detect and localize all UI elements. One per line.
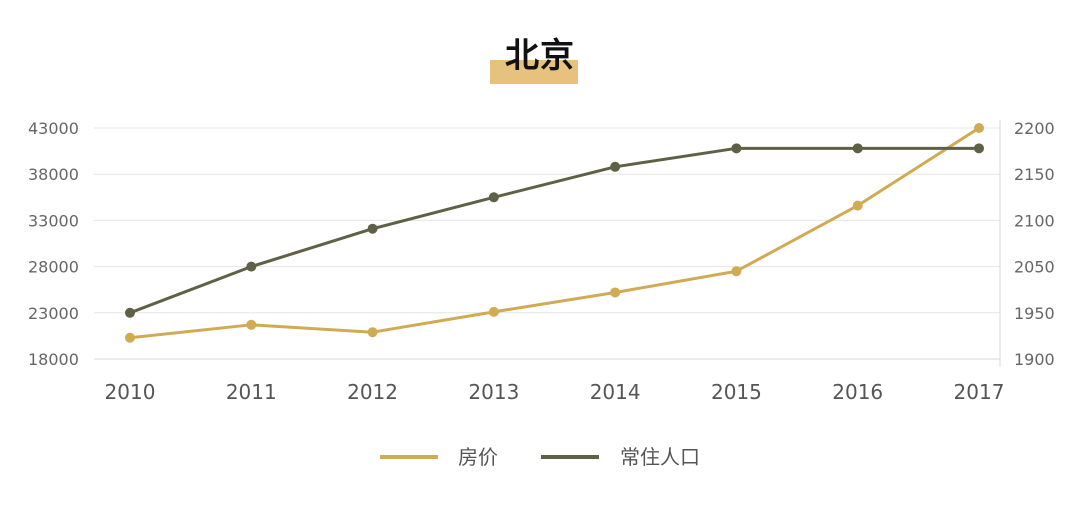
data-point	[367, 223, 378, 234]
y-right-tick-label: 2150	[1014, 165, 1055, 184]
series-line	[129, 146, 979, 315]
y-right-tick-label: 1950	[1014, 304, 1055, 323]
chart-title-block: 北京	[0, 30, 1080, 90]
title-highlight	[490, 60, 578, 84]
data-point	[125, 332, 135, 343]
y-right-tick-label: 2050	[1014, 258, 1055, 277]
x-tick-label: 2015	[711, 380, 762, 404]
data-point	[610, 161, 621, 172]
data-point	[367, 327, 378, 338]
y-left-tick-label: 33000	[28, 211, 79, 230]
x-tick-label: 2012	[347, 380, 398, 404]
series-line	[129, 126, 980, 340]
x-tick-label: 2016	[832, 380, 883, 404]
data-point	[852, 200, 863, 211]
data-point	[488, 306, 499, 317]
x-tick-label: 2014	[590, 380, 641, 404]
y-right-tick-label: 1900	[1014, 350, 1055, 369]
data-point	[852, 143, 863, 154]
chart-title: 北京	[505, 36, 575, 76]
y-right-tick-label: 2100	[1014, 211, 1055, 230]
data-point	[731, 143, 742, 154]
y-left-tick-label: 38000	[28, 165, 79, 184]
data-point	[488, 192, 499, 203]
x-tick-label: 2011	[226, 380, 277, 404]
y-left-tick-label: 43000	[28, 119, 79, 138]
data-point	[974, 143, 984, 154]
data-point	[246, 261, 257, 272]
y-right-tick-label: 2200	[1014, 119, 1055, 138]
y-left-tick-label: 23000	[28, 304, 79, 323]
data-point	[731, 266, 742, 277]
data-point	[974, 123, 984, 133]
legend-label: 常住人口	[620, 445, 700, 469]
data-point	[246, 319, 257, 330]
x-tick-label: 2010	[105, 380, 156, 404]
legend-label: 房价	[458, 445, 498, 469]
data-point	[125, 307, 135, 318]
data-point	[610, 287, 621, 298]
x-tick-label: 2017	[954, 380, 1005, 404]
y-left-tick-label: 18000	[28, 350, 79, 369]
x-tick-label: 2013	[468, 380, 519, 404]
y-left-tick-label: 28000	[28, 258, 79, 277]
